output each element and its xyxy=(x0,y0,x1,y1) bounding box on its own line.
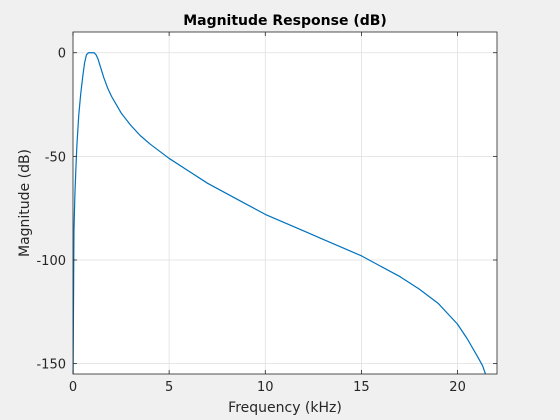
chart-title: Magnitude Response (dB) xyxy=(183,13,387,29)
plot-area xyxy=(73,32,497,374)
y-tick-label: -150 xyxy=(36,358,66,373)
x-tick-label: 10 xyxy=(257,380,274,395)
x-tick-label: 0 xyxy=(69,380,77,395)
series-group xyxy=(73,52,487,374)
x-tick-label: 15 xyxy=(353,380,370,395)
y-tick-label: 0 xyxy=(58,47,66,62)
y-tick-label: -100 xyxy=(36,254,66,269)
tick-group: 0 5 10 15 20 0 -50 -100 -150 xyxy=(36,32,497,395)
grid-lines xyxy=(73,32,497,374)
axes-box xyxy=(72,31,498,375)
x-tick-label: 5 xyxy=(165,380,173,395)
x-axis-title: Frequency (kHz) xyxy=(228,400,342,416)
x-tick-label: 20 xyxy=(449,380,466,395)
magnitude-response-line xyxy=(73,52,487,374)
y-axis-title: Magnitude (dB) xyxy=(17,149,33,257)
y-tick-label: -50 xyxy=(45,150,66,165)
